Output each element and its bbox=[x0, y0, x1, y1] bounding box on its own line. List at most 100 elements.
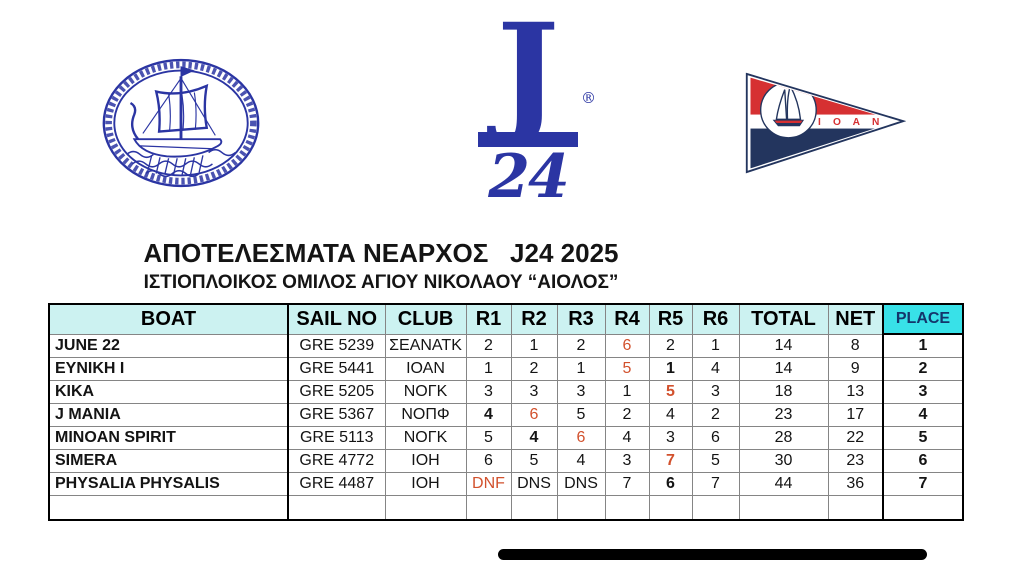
j24-logo-24: 24 bbox=[488, 141, 570, 212]
race-score-cell: 1 bbox=[691, 333, 740, 358]
empty-cell bbox=[648, 494, 693, 521]
j24-class-logo: J ® 24 bbox=[472, 7, 596, 212]
pennant-letters: Ι Ο Α Ν bbox=[818, 117, 884, 128]
col-header-r1: R1 bbox=[465, 303, 512, 335]
home-indicator-bar[interactable] bbox=[498, 549, 927, 560]
col-header-sail-no: SAIL NO bbox=[287, 303, 386, 335]
place-cell: 4 bbox=[882, 402, 964, 427]
race-score-cell: 4 bbox=[604, 425, 650, 450]
race-score-cell: DNS bbox=[510, 471, 558, 496]
total-cell: 23 bbox=[738, 402, 829, 427]
race-score-cell: 5 bbox=[604, 356, 650, 381]
col-header-r2: R2 bbox=[510, 303, 558, 335]
table-row: JUNE 22 GRE 5239 ΣΕΑΝΑΤΚ 2 1 2 6 2 1 14 8 1 bbox=[48, 333, 964, 358]
net-cell: 23 bbox=[827, 448, 884, 473]
sail-no-cell: GRE 4487 bbox=[287, 471, 386, 496]
sail-no-cell: GRE 5205 bbox=[287, 379, 386, 404]
race-score-cell: 3 bbox=[465, 379, 512, 404]
race-score-cell: 4 bbox=[465, 402, 512, 427]
table-row: J MANIA GRE 5367 ΝΟΠΦ 4 6 5 2 4 2 23 17 4 bbox=[48, 402, 964, 427]
race-score-cell: 5 bbox=[510, 448, 558, 473]
registered-mark: ® bbox=[581, 89, 596, 108]
race-score-cell: 1 bbox=[556, 356, 606, 381]
boat-name-cell: SIMERA bbox=[48, 448, 289, 473]
results-tbody: JUNE 22 GRE 5239 ΣΕΑΝΑΤΚ 2 1 2 6 2 1 14 8 1 ΕΥΝΙΚΗ Ι… bbox=[48, 333, 964, 521]
club-cell: ΙΟΑΝ bbox=[384, 356, 467, 381]
boat-name-cell: MINOAN SPIRIT bbox=[48, 425, 289, 450]
net-cell: 36 bbox=[827, 471, 884, 496]
race-score-cell: DNF bbox=[465, 471, 512, 496]
race-score-cell: 4 bbox=[556, 448, 606, 473]
yacht-club-ship-emblem bbox=[100, 54, 262, 192]
empty-cell bbox=[738, 494, 829, 521]
results-table: BOAT SAIL NO CLUB R1 R2 R3 R4 R5 R6 TOTA… bbox=[48, 303, 964, 521]
col-header-r4: R4 bbox=[604, 303, 650, 335]
total-cell: 44 bbox=[738, 471, 829, 496]
net-cell: 17 bbox=[827, 402, 884, 427]
col-header-boat: BOAT bbox=[48, 303, 289, 335]
table-row: ΚΙΚΑ GRE 5205 ΝΟΓΚ 3 3 3 1 5 3 18 13 3 bbox=[48, 379, 964, 404]
sail-no-cell: GRE 5367 bbox=[287, 402, 386, 427]
table-row: SIMERA GRE 4772 ΙΟΗ 6 5 4 3 7 5 30 23 6 bbox=[48, 448, 964, 473]
table-row: ΕΥΝΙΚΗ Ι GRE 5441 ΙΟΑΝ 1 2 1 5 1 4 14 9 2 bbox=[48, 356, 964, 381]
net-cell: 13 bbox=[827, 379, 884, 404]
race-score-cell: 1 bbox=[604, 379, 650, 404]
empty-cell bbox=[287, 494, 386, 521]
col-header-r3: R3 bbox=[556, 303, 606, 335]
race-score-cell: 2 bbox=[604, 402, 650, 427]
race-score-cell: 5 bbox=[691, 448, 740, 473]
page-subtitle: ΙΣΤΙΟΠΛΟΙΚΟΣ ΟΜΙΛΟΣ ΑΓΙΟΥ ΝΙΚΟΛΑΟΥ “ΑΙΟΛ… bbox=[143, 272, 619, 293]
results-table-container: BOAT SAIL NO CLUB R1 R2 R3 R4 R5 R6 TOTA… bbox=[48, 303, 964, 521]
race-score-cell: 6 bbox=[691, 425, 740, 450]
race-score-cell: 2 bbox=[465, 333, 512, 358]
empty-row bbox=[48, 494, 964, 521]
empty-cell bbox=[691, 494, 740, 521]
table-row: MINOAN SPIRIT GRE 5113 ΝΟΓΚ 5 4 6 4 3 6 28 22 5 bbox=[48, 425, 964, 450]
race-score-cell: 6 bbox=[648, 471, 693, 496]
club-cell: ΙΟΗ bbox=[384, 448, 467, 473]
boat-name-cell: PHYSALIA PHYSALIS bbox=[48, 471, 289, 496]
place-cell: 7 bbox=[882, 471, 964, 496]
page-title: ΑΠΟΤΕΛΕΣΜΑΤΑ ΝΕΑΡΧΟΣ J24 2025 bbox=[143, 238, 619, 268]
pennant-flag-icon: Ι Ο Α Ν bbox=[745, 72, 907, 174]
ioan-club-pennant: Ι Ο Α Ν bbox=[744, 70, 907, 176]
race-score-cell: 6 bbox=[556, 425, 606, 450]
total-cell: 14 bbox=[738, 356, 829, 381]
col-header-place: PLACE bbox=[882, 303, 964, 335]
race-score-cell: 5 bbox=[648, 379, 693, 404]
place-cell: 1 bbox=[882, 333, 964, 358]
race-score-cell: 3 bbox=[691, 379, 740, 404]
race-score-cell: 7 bbox=[604, 471, 650, 496]
title-block: ΑΠΟΤΕΛΕΣΜΑΤΑ ΝΕΑΡΧΟΣ J24 2025 ΙΣΤΙΟΠΛΟΙΚ… bbox=[0, 238, 762, 294]
empty-cell bbox=[384, 494, 467, 521]
race-score-cell: DNS bbox=[556, 471, 606, 496]
race-score-cell: 3 bbox=[604, 448, 650, 473]
race-score-cell: 1 bbox=[465, 356, 512, 381]
sail-no-cell: GRE 5239 bbox=[287, 333, 386, 358]
total-cell: 18 bbox=[738, 379, 829, 404]
race-score-cell: 3 bbox=[648, 425, 693, 450]
race-score-cell: 3 bbox=[510, 379, 558, 404]
boat-name-cell: J MANIA bbox=[48, 402, 289, 427]
net-cell: 22 bbox=[827, 425, 884, 450]
sail-no-cell: GRE 5113 bbox=[287, 425, 386, 450]
race-score-cell: 6 bbox=[604, 333, 650, 358]
boat-name-cell: ΕΥΝΙΚΗ Ι bbox=[48, 356, 289, 381]
col-header-total: TOTAL bbox=[738, 303, 829, 335]
race-score-cell: 2 bbox=[648, 333, 693, 358]
header-row: BOAT SAIL NO CLUB R1 R2 R3 R4 R5 R6 TOTA… bbox=[48, 303, 964, 335]
club-cell: ΝΟΓΚ bbox=[384, 425, 467, 450]
empty-cell bbox=[556, 494, 606, 521]
col-header-club: CLUB bbox=[384, 303, 467, 335]
race-score-cell: 2 bbox=[556, 333, 606, 358]
race-score-cell: 7 bbox=[648, 448, 693, 473]
place-cell: 2 bbox=[882, 356, 964, 381]
boat-name-cell: ΚΙΚΑ bbox=[48, 379, 289, 404]
place-cell: 3 bbox=[882, 379, 964, 404]
club-cell: ΙΟΗ bbox=[384, 471, 467, 496]
club-cell: ΝΟΓΚ bbox=[384, 379, 467, 404]
table-row: PHYSALIA PHYSALIS GRE 4487 ΙΟΗ DNF DNS DNS 7 6 7… bbox=[48, 471, 964, 496]
club-cell: ΣΕΑΝΑΤΚ bbox=[384, 333, 467, 358]
total-cell: 14 bbox=[738, 333, 829, 358]
j24-logo-bar bbox=[478, 131, 578, 147]
